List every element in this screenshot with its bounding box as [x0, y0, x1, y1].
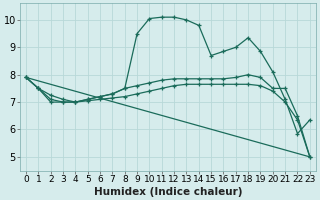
X-axis label: Humidex (Indice chaleur): Humidex (Indice chaleur) — [94, 187, 242, 197]
